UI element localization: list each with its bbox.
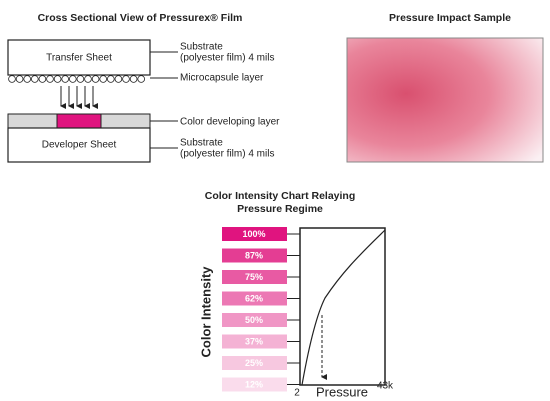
swatch — [222, 291, 287, 306]
curve — [301, 229, 386, 386]
microcapsule — [46, 75, 54, 83]
label: Substrate — [180, 138, 223, 149]
microcapsule — [30, 75, 39, 83]
swatch — [222, 270, 287, 284]
microcapsule — [23, 75, 32, 83]
arrows — [60, 86, 98, 109]
microcapsule — [107, 75, 115, 83]
color-spot — [56, 113, 102, 129]
microcapsule — [129, 75, 138, 83]
microcapsule — [69, 75, 77, 83]
swatch-label: 62% — [245, 293, 263, 303]
y-axis-label: Color Intensity — [198, 266, 213, 358]
swatch — [222, 356, 287, 370]
chart-frame — [299, 227, 386, 386]
swatch — [222, 377, 287, 392]
microcapsule — [38, 75, 47, 83]
microcapsule — [53, 75, 62, 83]
microcapsule — [15, 75, 24, 83]
swatch — [222, 248, 287, 263]
label: (polyester film) 4 mils — [180, 149, 274, 160]
transfer-sheet-label: Transfer Sheet — [46, 53, 112, 64]
swatch — [222, 334, 287, 349]
microcapsule — [76, 75, 85, 83]
x-min: 2 — [294, 388, 300, 399]
microcapsule — [61, 75, 69, 83]
swatch — [222, 313, 287, 327]
sample-image — [346, 37, 544, 163]
swatch — [222, 227, 287, 241]
x-max: 43k — [377, 381, 394, 392]
swatch-label: 37% — [245, 336, 263, 346]
label: (polyester film) 4 mils — [180, 53, 274, 64]
swatch-label: 25% — [245, 358, 263, 368]
microcapsule — [122, 75, 130, 83]
microcapsule — [137, 75, 146, 83]
swatch-label: 75% — [245, 272, 263, 282]
chart-title: Color Intensity Chart Relaying — [205, 190, 356, 202]
microcapsule — [84, 75, 92, 83]
swatch-label: 87% — [245, 250, 263, 260]
swatches: 100% 87% 75% 62% 50% 37% 25% 12% — [222, 227, 300, 392]
label: Color developing layer — [180, 117, 280, 128]
microcapsules — [8, 75, 146, 83]
swatch-label: 12% — [245, 379, 263, 389]
transfer-sheet — [7, 39, 151, 76]
microcapsule — [114, 75, 123, 83]
microcapsule — [91, 75, 100, 83]
microcapsule — [8, 75, 16, 83]
x-axis-label: Pressure — [316, 384, 368, 399]
microcapsule — [99, 75, 107, 83]
developer-sheet — [7, 127, 151, 163]
developer-sheet-label: Developer Sheet — [42, 140, 117, 151]
swatch-label: 50% — [245, 315, 263, 325]
chart-title: Pressure Regime — [237, 203, 323, 215]
swatch-label: 100% — [242, 229, 265, 239]
label: Substrate — [180, 42, 223, 53]
cross-section-title: Cross Sectional View of Pressurex® Film — [38, 12, 243, 24]
connectors — [150, 51, 178, 149]
sample-title: Pressure Impact Sample — [389, 12, 511, 24]
label: Microcapsule layer — [180, 73, 264, 84]
